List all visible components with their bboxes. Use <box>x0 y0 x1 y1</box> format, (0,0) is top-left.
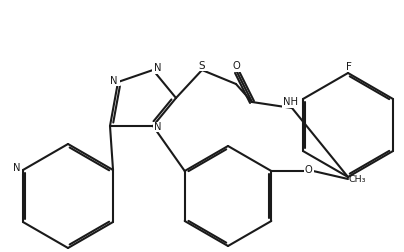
Bar <box>345 62 354 71</box>
Bar <box>152 63 163 74</box>
Text: N: N <box>13 163 20 173</box>
Text: N: N <box>154 64 162 73</box>
Text: S: S <box>199 61 205 71</box>
Text: CH₃: CH₃ <box>349 174 366 183</box>
Text: NH: NH <box>282 98 297 107</box>
Bar <box>153 122 164 132</box>
Bar <box>304 165 314 175</box>
Text: F: F <box>346 61 352 72</box>
Text: O: O <box>232 61 240 71</box>
Text: N: N <box>154 122 162 132</box>
Bar <box>197 61 207 71</box>
Bar <box>108 76 120 86</box>
Text: N: N <box>110 76 118 86</box>
Bar <box>11 163 22 174</box>
Bar <box>282 97 298 108</box>
Bar <box>231 61 242 72</box>
Text: O: O <box>305 165 313 175</box>
